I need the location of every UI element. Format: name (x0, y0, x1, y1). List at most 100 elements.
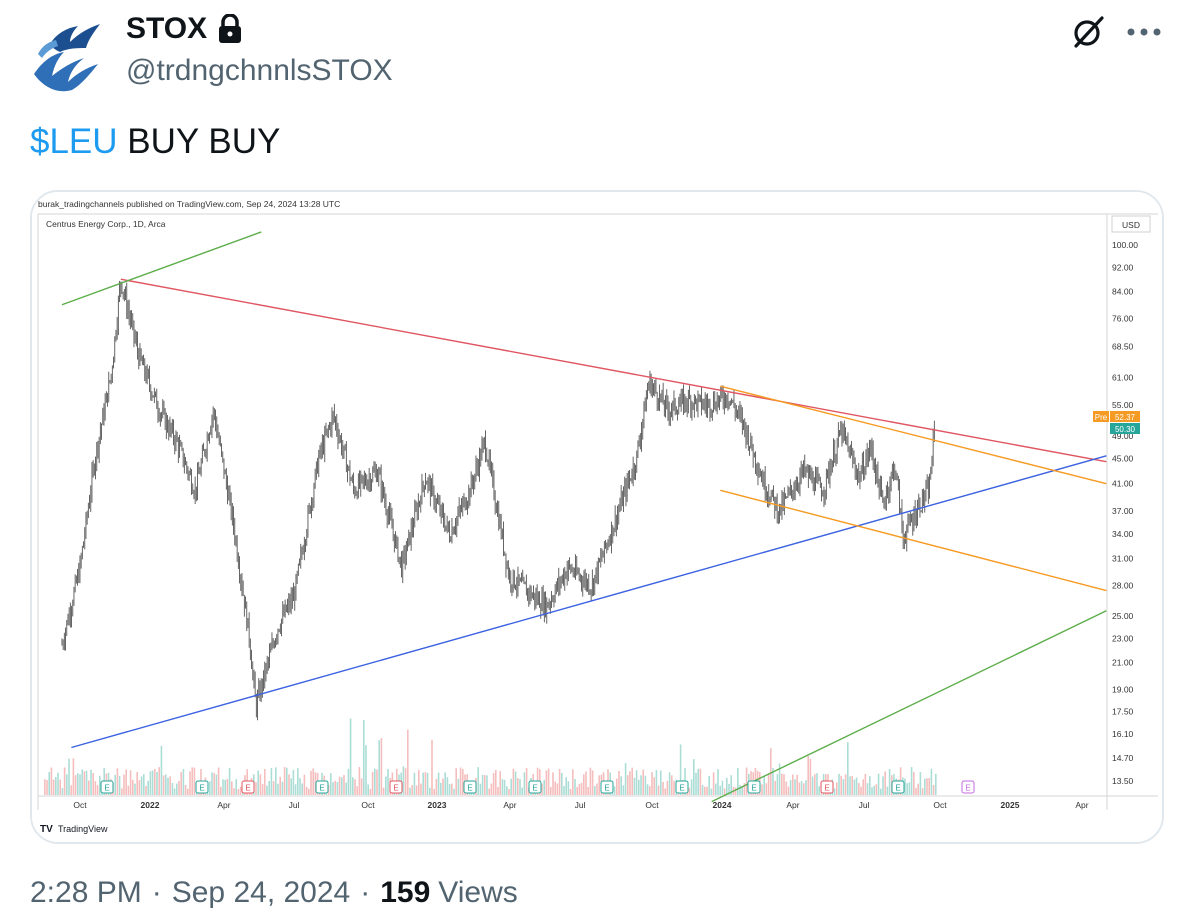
blue-trendline (71, 455, 1107, 749)
display-name[interactable]: STOX (126, 12, 208, 45)
volume-bar (118, 775, 121, 795)
volume-bar (292, 769, 295, 795)
earnings-marker: E (389, 780, 403, 794)
more-icon[interactable] (1126, 26, 1162, 38)
grok-icon[interactable] (1070, 14, 1106, 50)
volume-bar (910, 767, 913, 795)
volume-bar (213, 773, 215, 795)
volume-bar (156, 772, 158, 795)
volume-bar (646, 784, 649, 795)
volume-bar (862, 779, 864, 795)
volume-bar (418, 770, 420, 795)
volume-bar (679, 744, 682, 795)
tweet-text: $LEU BUY BUY (30, 122, 280, 162)
volume-bar (288, 774, 290, 795)
volume-bar (136, 772, 138, 795)
svg-text:E: E (245, 784, 250, 793)
volume-bar (48, 771, 50, 795)
volume-bar (814, 774, 816, 795)
volume-bar (303, 774, 306, 795)
volume-bar (787, 786, 790, 795)
volume-bar (215, 774, 218, 795)
volume-bar (871, 787, 873, 795)
volume-bar (94, 781, 97, 795)
volume-bar (512, 768, 515, 795)
volume-bar (514, 771, 517, 795)
y-tick-label: 28.00 (1112, 581, 1134, 591)
volume-bar (558, 769, 561, 795)
volume-bar (444, 772, 446, 795)
chart-published-text: burak_tradingchannels published on Tradi… (38, 199, 340, 209)
volume-bar (668, 772, 671, 795)
volume-bar (143, 774, 145, 795)
y-tick-label: 92.00 (1112, 262, 1134, 272)
volume-bar (422, 772, 424, 795)
volume-bar (70, 785, 72, 795)
x-tick-label: Apr (1075, 800, 1088, 810)
volume-bar (796, 774, 798, 795)
volume-bar (869, 776, 871, 795)
volume-bar (503, 779, 506, 795)
volume-bar (79, 774, 81, 795)
volume-bar (811, 776, 814, 795)
volume-bar (726, 777, 728, 795)
volume-bar (222, 779, 224, 795)
volume-bar (209, 781, 211, 795)
tweet-time[interactable]: 2:28 PM (30, 876, 142, 909)
volume-bar (481, 774, 484, 795)
volume-bar (277, 783, 279, 795)
volume-bar (715, 783, 717, 795)
volume-bar (343, 775, 345, 795)
svg-text:E: E (895, 784, 900, 793)
volume-bar (569, 788, 572, 795)
volume-bar (552, 772, 554, 795)
volume-bar (160, 745, 163, 795)
volume-bar (660, 770, 662, 795)
volume-bar (561, 772, 563, 795)
user-handle[interactable]: @trdngchnnlsSTOX (126, 54, 393, 87)
volume-bar (266, 785, 268, 795)
last-price-tag: 50.30 (1115, 425, 1136, 434)
x-tick-label: Jul (575, 800, 586, 810)
currency-label: USD (1122, 220, 1140, 230)
green-trendline (61, 231, 262, 306)
volume-bar (167, 777, 169, 795)
volume-bar (501, 779, 504, 795)
volume-bar (842, 779, 845, 795)
volume-bar (52, 779, 55, 795)
volume-bar (259, 774, 262, 795)
volume-bar (521, 787, 523, 795)
volume-bar (457, 778, 460, 795)
volume-bar (688, 787, 691, 795)
volume-bar (154, 769, 156, 795)
volume-bar (420, 783, 422, 795)
volume-bar (72, 758, 75, 795)
volume-bar (728, 783, 730, 795)
volume-bar (809, 758, 812, 795)
earnings-marker: E (528, 780, 542, 794)
svg-text:E: E (199, 784, 204, 793)
chart-image[interactable]: burak_tradingchannels published on Tradi… (30, 190, 1164, 844)
volume-bar (327, 784, 330, 795)
cashtag-link[interactable]: $LEU (30, 122, 118, 161)
volume-bar (415, 785, 418, 795)
volume-bar (312, 768, 314, 795)
x-tick-label: Apr (503, 800, 516, 810)
volume-bar (721, 780, 724, 795)
volume-bar (778, 763, 781, 795)
volume-bar (706, 786, 708, 795)
tweet-date[interactable]: Sep 24, 2024 (171, 876, 351, 909)
volume-bar (310, 770, 312, 795)
x-axis-labels: Oct 2022 Apr Jul Oct 2023 Apr Jul Oct 2024 Apr Jul O… (73, 800, 1088, 810)
volume-bar (314, 772, 317, 795)
volume-bar (424, 772, 427, 795)
volume-bar (792, 774, 794, 795)
volume-bar (264, 768, 266, 795)
avatar[interactable] (28, 14, 108, 94)
x-tick-label: Oct (73, 800, 87, 810)
volume-bar (429, 787, 431, 795)
volume-bar (367, 784, 369, 795)
volume-bar (858, 783, 860, 795)
volume-bar (165, 774, 167, 795)
